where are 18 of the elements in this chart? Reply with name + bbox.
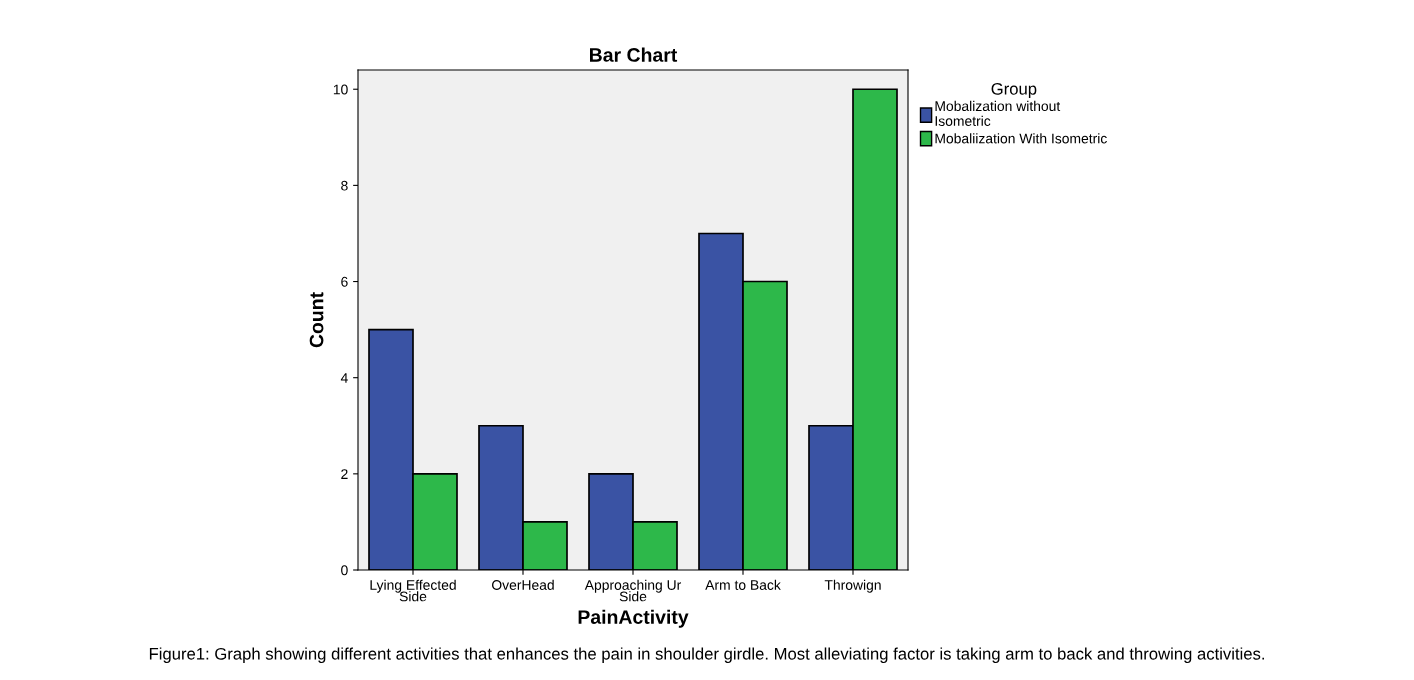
caption: Figure1: Graph showing different activities that enhances the pain in shoulder girdle. Most alleviating factor is taking arm to back and throwing activities. (149, 647, 1264, 663)
legend-label: Mobaliization With Isometric (935, 133, 1107, 144)
x-tick-label: Approaching Ur Side (584, 579, 682, 602)
x-tick-label: Throwign (824, 579, 881, 593)
y-tick-label: 4 (340, 373, 348, 383)
legend-title: Group (991, 82, 1037, 99)
y-tick-label: 2 (341, 469, 348, 479)
x-tick-label: Lying Effected Side (370, 579, 456, 602)
y-tick-label: 8 (341, 180, 348, 191)
chart-title: Bar Chart (590, 47, 678, 62)
x-tick-label: Arm to Back (705, 579, 781, 590)
x-tick-label: OverHead (492, 579, 554, 590)
legend-label: Mobalization without Isometric (935, 100, 1061, 126)
y-tick-label: 0 (341, 565, 348, 576)
x-axis-title: PainActivity (578, 609, 689, 628)
y-tick-label: 6 (341, 276, 348, 287)
y-axis-title: Count (309, 292, 324, 348)
y-tick-label: 10 (333, 84, 348, 95)
